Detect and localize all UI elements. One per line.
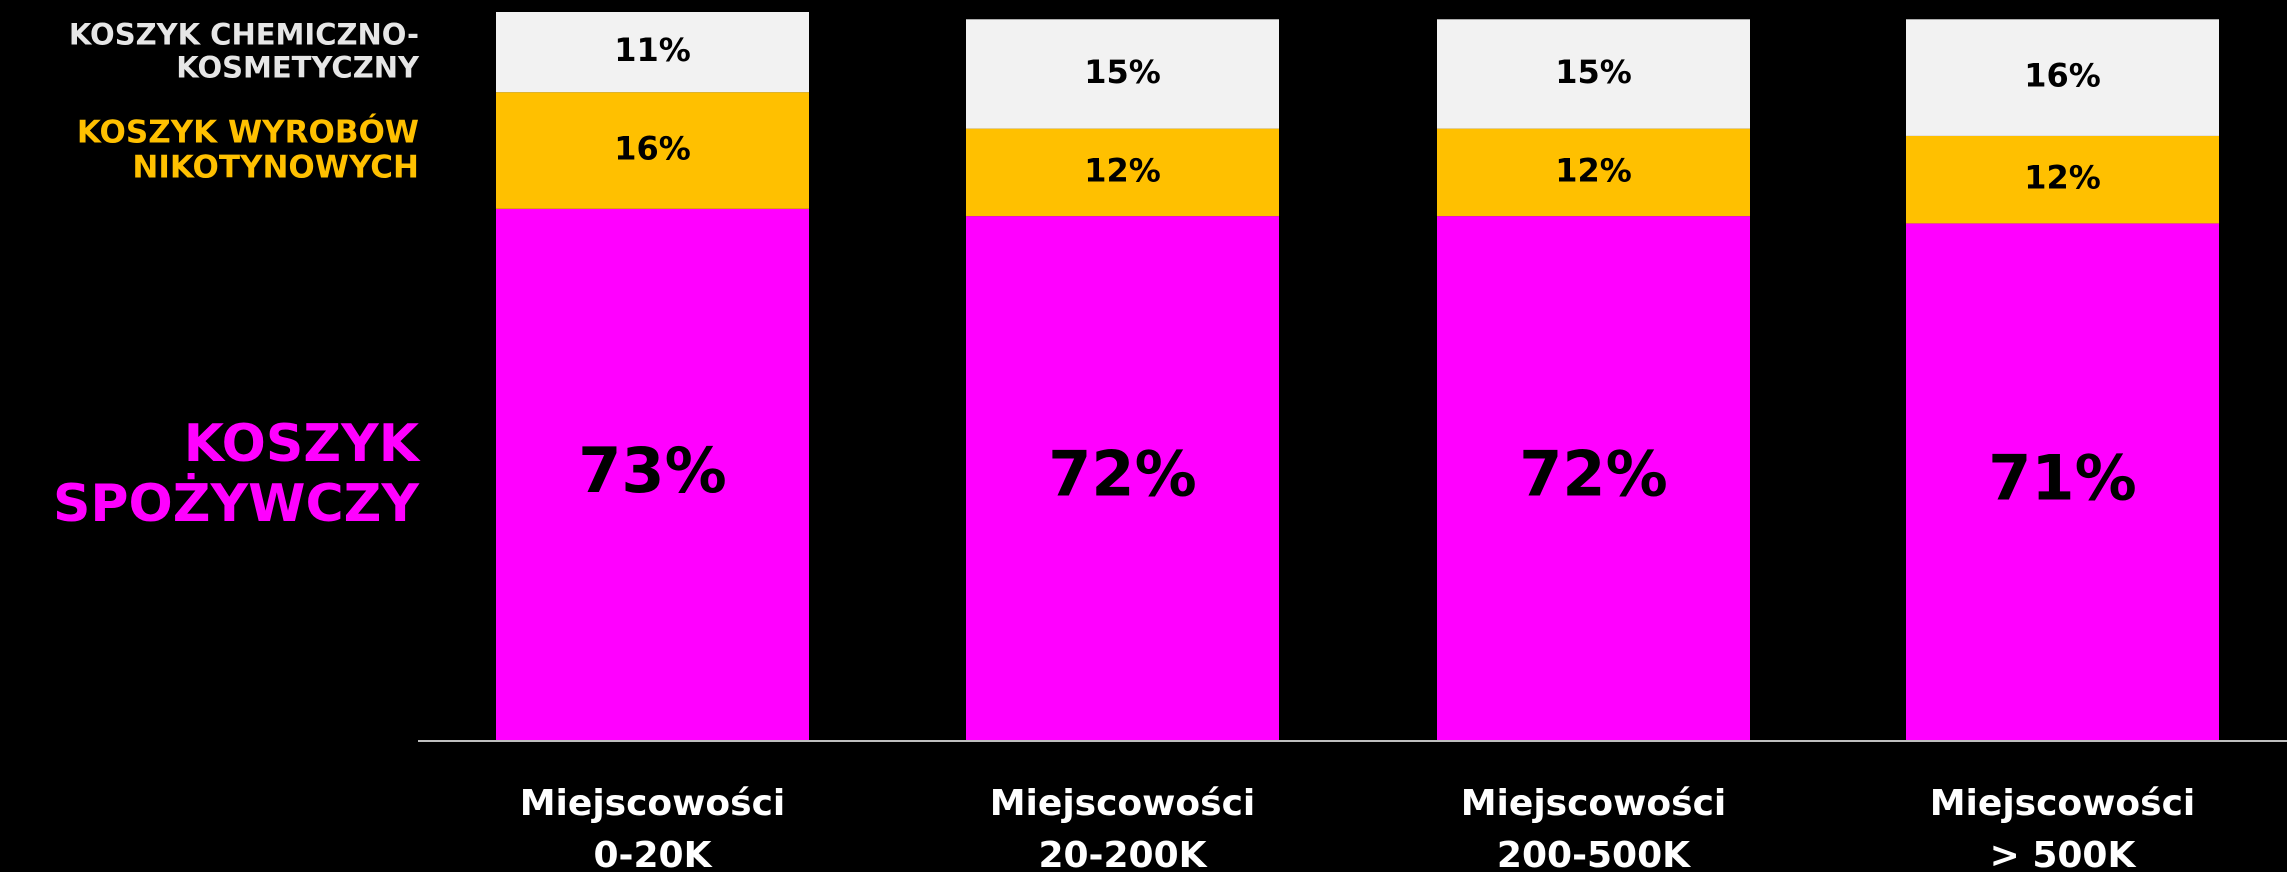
bar-segment — [1437, 216, 1750, 741]
value-label: 73% — [578, 434, 726, 507]
value-label: 12% — [2024, 159, 2101, 197]
legend-label: KOSZYK SPOŻYWCZY — [52, 414, 419, 534]
value-label: 15% — [1555, 53, 1632, 91]
x-tick-label: Miejscowości > 500K — [1929, 783, 2196, 872]
value-label: 71% — [1988, 441, 2136, 514]
legend-label: KOSZYK CHEMICZNO-KOSMETYCZNY — [68, 17, 419, 86]
value-label: 11% — [614, 31, 691, 69]
bar-segment — [496, 208, 809, 741]
x-tick-label: Miejscowości 20-200K — [989, 783, 1256, 872]
value-label: 15% — [1084, 53, 1161, 91]
value-label: 12% — [1555, 151, 1632, 189]
bar-segment — [496, 92, 809, 209]
bar-segment — [966, 128, 1279, 217]
x-tick-label: Miejscowości 200-500K — [1460, 783, 1727, 872]
bar-segment — [1437, 128, 1750, 217]
bar-segment — [496, 12, 809, 93]
bar-segment — [1906, 135, 2219, 224]
x-tick-label: Miejscowości 0-20K — [519, 783, 786, 872]
legend-label: KOSZYK WYROBÓW NIKOTYNOWYCH — [76, 113, 419, 186]
bar-segment — [966, 19, 1279, 129]
bar-segment — [1437, 19, 1750, 129]
value-label: 72% — [1519, 438, 1667, 511]
value-label: 16% — [2024, 57, 2101, 95]
value-label: 12% — [1084, 151, 1161, 189]
value-label: 72% — [1048, 438, 1196, 511]
value-label: 16% — [614, 130, 691, 168]
bar-segment — [966, 216, 1279, 741]
bar-segment — [1906, 19, 2219, 136]
bar-segment — [1906, 223, 2219, 741]
